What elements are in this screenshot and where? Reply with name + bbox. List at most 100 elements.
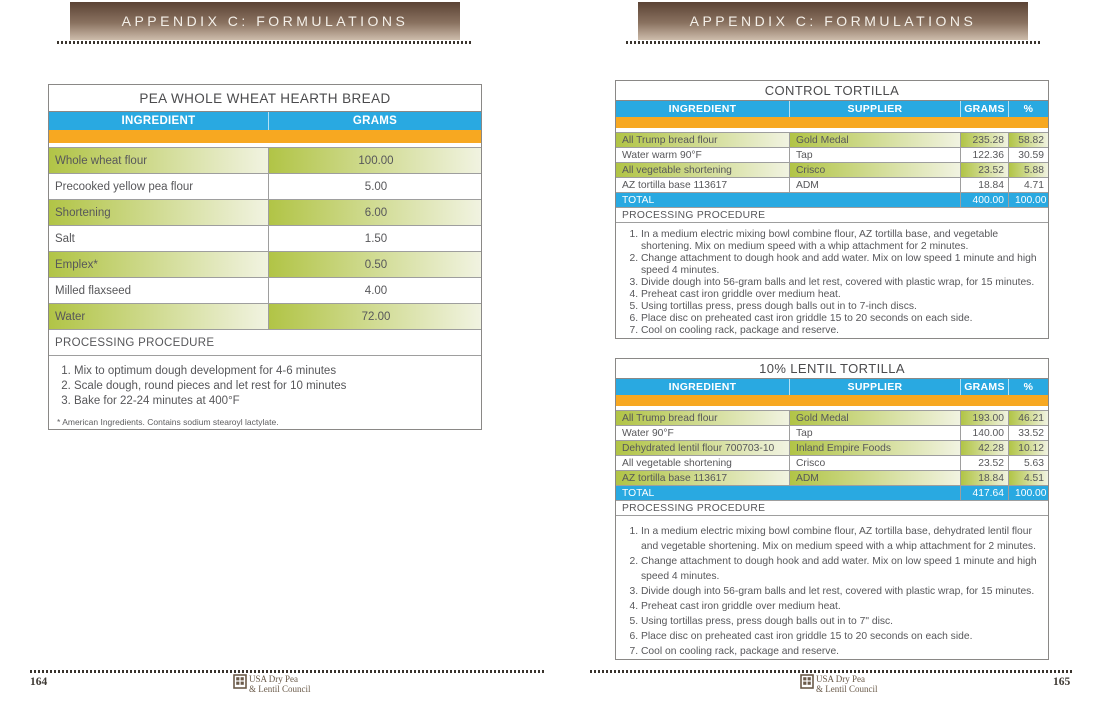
grams-cell: 193.00	[960, 411, 1008, 425]
table-row: AZ tortilla base 113617 ADM 18.84 4.51	[616, 471, 1048, 486]
table-row: All Trump bread flour Gold Medal 193.00 …	[616, 411, 1048, 426]
supplier-cell: Gold Medal	[789, 411, 960, 425]
page-number-left: 164	[30, 676, 48, 688]
supplier-cell: Inland Empire Foods	[789, 441, 960, 455]
table-row: Emplex* 0.50	[49, 252, 481, 278]
table-row: Water 72.00	[49, 304, 481, 330]
percent-cell: 46.21	[1008, 411, 1048, 425]
page-number-right: 165	[1053, 676, 1071, 688]
supplier-cell: ADM	[789, 178, 960, 192]
grams-cell: 4.00	[268, 278, 481, 303]
banner-title: APPENDIX C: FORMULATIONS	[121, 13, 409, 29]
total-percent: 100.00	[1008, 193, 1051, 207]
supplier-cell: Tap	[789, 148, 960, 162]
percent-cell: 4.51	[1008, 471, 1048, 485]
appendix-banner-right: APPENDIX C: FORMULATIONS	[638, 2, 1028, 40]
lentil-tortilla-table: 10% LENTIL TORTILLA INGREDIENT SUPPLIER …	[615, 358, 1049, 660]
logo-line-1: USA Dry Pea	[816, 674, 865, 684]
supplier-cell: Tap	[789, 426, 960, 440]
total-row: TOTAL 417.64 100.00	[616, 486, 1048, 501]
ingredient-cell: Water 90°F	[622, 427, 674, 439]
percent-cell: 33.52	[1008, 426, 1048, 440]
table-title: CONTROL TORTILLA	[616, 81, 1048, 101]
table-row: Shortening 6.00	[49, 200, 481, 226]
ingredient-cell: Emplex*	[49, 252, 268, 277]
column-header-supplier: SUPPLIER	[789, 101, 960, 117]
ingredient-cell: Milled flaxseed	[55, 284, 132, 297]
table-header-row: INGREDIENT SUPPLIER GRAMS %	[616, 379, 1048, 395]
column-header-ingredient: INGREDIENT	[121, 115, 196, 127]
logo-line-1: USA Dry Pea	[249, 674, 298, 684]
grams-cell: 140.00	[960, 426, 1008, 440]
percent-cell: 4.71	[1008, 178, 1048, 192]
table-row: Dehydrated lentil flour 700703-10 Inland…	[616, 441, 1048, 456]
dotted-divider-top-left	[57, 41, 471, 44]
grams-cell: 122.36	[960, 148, 1008, 162]
grams-cell: 72.00	[268, 304, 481, 329]
total-percent: 100.00	[1008, 486, 1051, 500]
ingredient-cell: Dehydrated lentil flour 700703-10	[616, 441, 789, 455]
table-row: All vegetable shortening Crisco 23.52 5.…	[616, 163, 1048, 178]
table-row: AZ tortilla base 113617 ADM 18.84 4.71	[616, 178, 1048, 193]
usadplc-emblem-icon	[800, 674, 814, 689]
ingredient-cell: All Trump bread flour	[616, 133, 789, 147]
usadplc-logo-text: USA Dry Pea & Lentil Council	[249, 674, 311, 694]
table-row: Water 90°F Tap 140.00 33.52	[616, 426, 1048, 441]
grams-cell: 18.84	[960, 178, 1008, 192]
table-row: Salt 1.50	[49, 226, 481, 252]
orange-band-row	[616, 395, 1048, 406]
procedure-step: Preheat cast iron griddle over medium he…	[641, 599, 1038, 614]
table-row: Milled flaxseed 4.00	[49, 278, 481, 304]
spacer-row	[616, 128, 1048, 133]
percent-cell: 58.82	[1008, 133, 1048, 147]
processing-procedure-steps: Mix to optimum dough development for 4-6…	[49, 356, 481, 429]
column-header-ingredient: INGREDIENT	[668, 103, 737, 115]
usadplc-logo-text: USA Dry Pea & Lentil Council	[816, 674, 878, 694]
procedure-step: Scale dough, round pieces and let rest f…	[74, 379, 471, 394]
processing-procedure-label: PROCESSING PROCEDURE	[616, 501, 1048, 516]
supplier-cell: ADM	[789, 471, 960, 485]
table-header-row: INGREDIENT GRAMS	[49, 112, 481, 130]
orange-band-row	[49, 130, 481, 143]
procedure-step: Using tortillas press, press dough balls…	[641, 614, 1038, 629]
table-header-row: INGREDIENT SUPPLIER GRAMS %	[616, 101, 1048, 117]
procedure-step: Divide dough into 56-gram balls and let …	[641, 277, 1038, 289]
table-title: 10% LENTIL TORTILLA	[616, 359, 1048, 379]
grams-cell: 0.50	[268, 252, 481, 277]
processing-procedure-steps: In a medium electric mixing bowl combine…	[616, 223, 1048, 338]
logo-line-2: & Lentil Council	[816, 684, 878, 694]
ingredient-cell: AZ tortilla base 113617	[616, 471, 789, 485]
spacer-row	[616, 406, 1048, 411]
ingredient-cell: Whole wheat flour	[49, 148, 268, 173]
grams-cell: 42.28	[960, 441, 1008, 455]
ingredient-cell: Water	[49, 304, 268, 329]
supplier-cell: Crisco	[789, 163, 960, 177]
total-grams: 400.00	[960, 193, 1008, 207]
procedure-step: Divide dough into 56-gram balls and let …	[641, 584, 1038, 599]
table-row: Whole wheat flour 100.00	[49, 148, 481, 174]
ingredient-cell: All Trump bread flour	[616, 411, 789, 425]
procedure-step: Using tortillas press, press dough balls…	[641, 301, 1038, 313]
percent-cell: 5.63	[1008, 456, 1048, 470]
grams-cell: 235.28	[960, 133, 1008, 147]
banner-title: APPENDIX C: FORMULATIONS	[689, 13, 977, 29]
footnote: * American Ingredients. Contains sodium …	[57, 417, 279, 427]
grams-cell: 23.52	[960, 163, 1008, 177]
table-row: Water warm 90°F Tap 122.36 30.59	[616, 148, 1048, 163]
bread-formulation-table: PEA WHOLE WHEAT HEARTH BREAD INGREDIENT …	[48, 84, 482, 430]
procedure-step: Bake for 22-24 minutes at 400°F	[74, 394, 471, 409]
table-row: All Trump bread flour Gold Medal 235.28 …	[616, 133, 1048, 148]
table-row: All vegetable shortening Crisco 23.52 5.…	[616, 456, 1048, 471]
procedure-step: Mix to optimum dough development for 4-6…	[74, 364, 471, 379]
ingredient-cell: Precooked yellow pea flour	[55, 180, 194, 193]
dotted-divider-bottom-right	[590, 670, 1072, 673]
total-label: TOTAL	[622, 487, 655, 499]
ingredient-cell: All vegetable shortening	[622, 457, 732, 469]
column-header-ingredient: INGREDIENT	[668, 381, 737, 393]
control-tortilla-table: CONTROL TORTILLA INGREDIENT SUPPLIER GRA…	[615, 80, 1049, 339]
supplier-cell: Gold Medal	[789, 133, 960, 147]
usadplc-logo-right: USA Dry Pea & Lentil Council	[800, 674, 878, 694]
total-label: TOTAL	[622, 194, 655, 206]
column-header-grams: GRAMS	[268, 112, 481, 130]
